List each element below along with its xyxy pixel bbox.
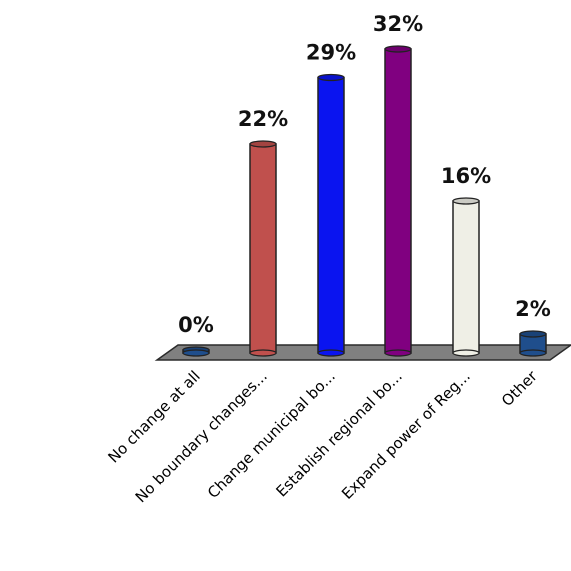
bar [519, 330, 547, 357]
data-label: 2% [515, 297, 551, 321]
category-label: Establish regional bo... [272, 367, 405, 500]
data-label: 29% [306, 41, 356, 65]
bar-top [317, 73, 345, 82]
bar-top [452, 197, 480, 205]
bar-bottom [384, 349, 412, 357]
bar-bottom [519, 349, 547, 357]
bar [249, 140, 277, 357]
data-label: 16% [441, 164, 491, 188]
bar [317, 73, 345, 357]
chart-floor [154, 344, 571, 361]
bar-bottom [249, 349, 277, 357]
category-label: Other [498, 367, 541, 410]
bar-top [519, 330, 547, 338]
category-label: Change municipal bo... [204, 367, 339, 502]
data-label: 0% [178, 313, 214, 337]
bar [182, 346, 210, 357]
bar-bottom [317, 349, 345, 357]
data-label: 32% [373, 12, 423, 36]
bar [384, 45, 412, 357]
bar-bottom [182, 349, 210, 357]
bar [452, 197, 480, 357]
bar-body [452, 200, 480, 354]
category-label: No boundary changes... [132, 367, 271, 506]
bar-body [384, 48, 412, 354]
data-label: 22% [238, 107, 288, 131]
bar-bottom [452, 349, 480, 357]
bar-body [317, 76, 345, 354]
bar-top [384, 45, 412, 53]
category-label: Expand power of Reg... [338, 367, 474, 503]
bar-body [249, 143, 277, 354]
bar-top [249, 140, 277, 148]
